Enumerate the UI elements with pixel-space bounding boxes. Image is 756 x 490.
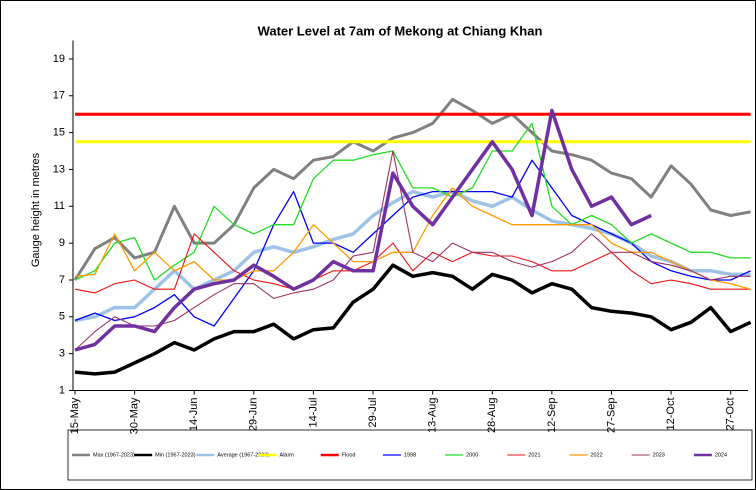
legend-label: Flood [342,452,356,458]
x-tick-label: 15-May [69,397,81,434]
legend-label: Max (1967-2023) [93,452,135,458]
legend-label: 2023 [653,452,665,458]
x-tick-label: 29-Jun [248,398,260,432]
x-tick-label: 12-Oct [665,398,677,431]
chart-title: Water Level at 7am of Mekong at Chiang K… [258,23,543,38]
series-line [74,150,751,351]
legend-label: 2022 [590,452,602,458]
x-tick-label: 12-Sep [546,398,558,433]
legend-label: Average (1967-2023) [217,452,269,458]
y-tick-label: 3 [59,348,65,360]
y-axis-label: Gauge height in metres [30,152,42,267]
x-tick-label: 28-Aug [486,398,498,433]
legend-label: 2021 [528,452,540,458]
x-tick-label: 29-Jul [367,398,379,428]
y-tick-label: 1 [59,384,65,396]
series-line [74,189,751,323]
y-tick-label: 19 [53,53,65,65]
y-tick-label: 13 [53,163,65,175]
y-tick-label: 7 [59,274,65,286]
legend-label: 1998 [404,452,416,458]
x-tick-label: 27-Oct [725,398,737,431]
legend-label: 2000 [466,452,478,458]
series-line [74,108,652,352]
x-tick-label: 27-Sep [605,398,617,433]
y-tick-label: 11 [54,200,65,212]
legend-label: 2024 [715,452,727,458]
y-tick-label: 9 [59,237,65,249]
legend-label: Min (1967-2023) [155,452,196,458]
x-tick-label: 14-Jun [188,398,200,432]
x-tick-label: 30-May [129,397,141,434]
series-line [74,159,751,327]
y-tick-label: 5 [59,311,65,323]
series-line [74,263,752,376]
y-tick-label: 17 [53,90,65,102]
series-line [74,122,751,281]
y-tick-label: 15 [53,127,65,139]
series-line [74,233,751,294]
legend-label: Alarm [280,452,295,458]
series-line [73,97,751,281]
x-tick-label: 14-Jul [307,398,319,428]
x-tick-label: 13-Aug [427,398,439,433]
